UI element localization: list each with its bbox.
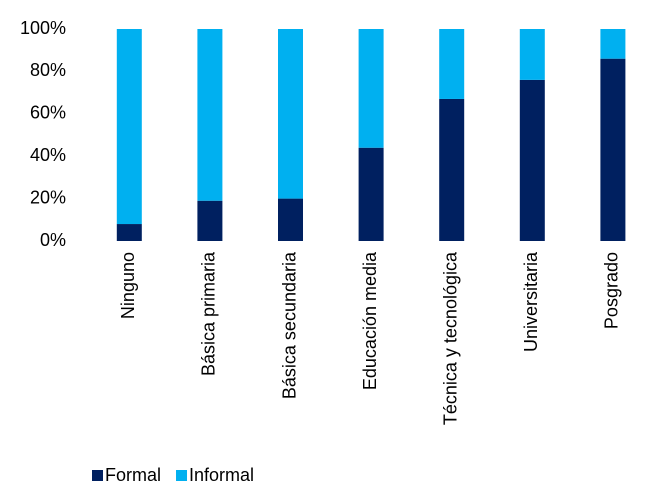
x-tick-label: Técnica y tecnológica	[440, 251, 460, 425]
bar-segment	[358, 147, 384, 241]
y-tick-label: 60%	[30, 103, 66, 123]
bar-segment	[439, 98, 465, 242]
y-tick-label: 40%	[30, 145, 66, 165]
x-tick-label: Básica secundaria	[279, 251, 299, 399]
bar-segment	[278, 198, 303, 241]
y-tick-label: 0%	[40, 230, 66, 250]
x-tick-label: Universitaria	[521, 251, 541, 352]
bar-segment	[197, 29, 223, 201]
x-tick-label: Ninguno	[118, 252, 138, 319]
bar-segment	[519, 29, 545, 80]
y-tick-label: 20%	[30, 187, 66, 207]
bar-segment	[358, 29, 384, 148]
bar-segment	[116, 29, 142, 225]
bar-segment	[519, 79, 545, 241]
bar-segment	[600, 29, 626, 59]
y-tick-label: 100%	[20, 18, 66, 38]
legend-swatch	[176, 470, 188, 481]
x-tick-label: Básica primaria	[199, 251, 219, 376]
bar-segment	[197, 200, 223, 241]
bar-segment	[439, 29, 465, 99]
y-tick-label: 80%	[30, 60, 66, 80]
legend-label: Informal	[189, 465, 254, 485]
bar-segment	[278, 29, 303, 199]
legend-swatch	[92, 470, 103, 481]
x-tick-label: Posgrado	[602, 252, 622, 329]
x-tick-label: Educación media	[360, 251, 380, 390]
legend-label: Formal	[105, 465, 161, 485]
bar-segment	[116, 224, 142, 241]
bar-segment	[600, 58, 626, 242]
